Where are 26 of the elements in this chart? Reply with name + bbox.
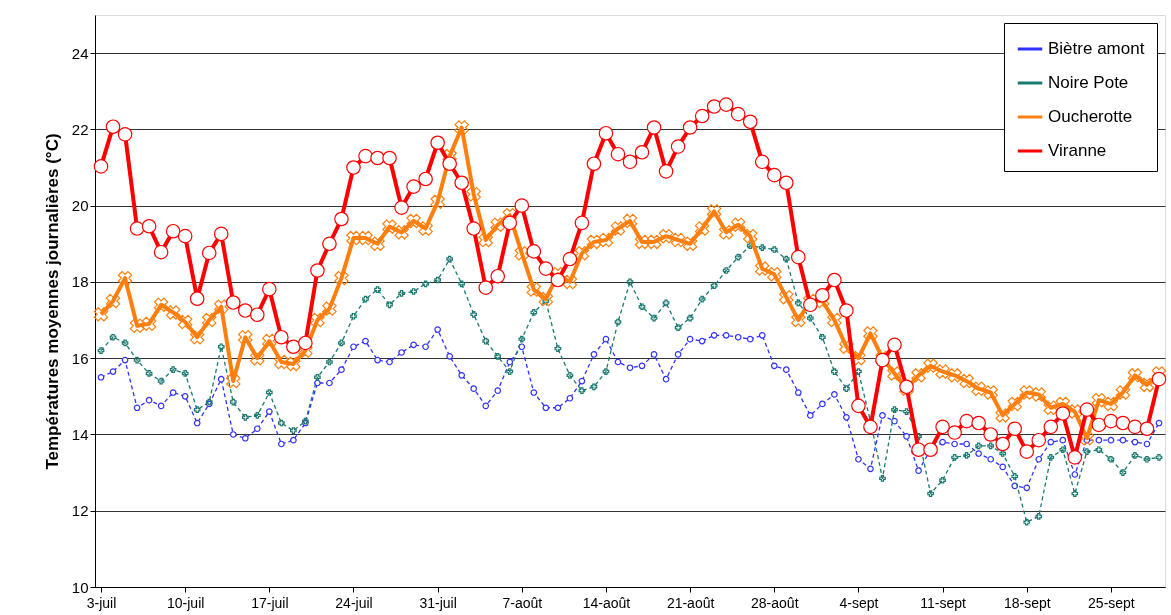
x-tick-label: 31-juil <box>419 594 457 611</box>
x-tick-label: 7-août <box>502 594 543 611</box>
x-tick-label: 14-août <box>582 594 631 611</box>
y-tick-label: 14 <box>71 425 89 443</box>
legend-label: Noire Pote <box>1048 73 1129 92</box>
y-tick-label: 22 <box>71 120 89 138</box>
y-tick-label: 20 <box>71 197 89 215</box>
x-tick-label: 24-juil <box>335 594 373 611</box>
y-tick-label: 12 <box>71 502 89 520</box>
x-tick-label: 21-août <box>666 594 715 611</box>
x-tick-label: 11-sept <box>920 594 967 611</box>
x-tick-label: 4-sept <box>839 594 879 611</box>
legend-label: Biètre amont <box>1048 39 1145 58</box>
legend-label: Viranne <box>1048 141 1107 160</box>
y-axis-title: Températures moyennes journalières (°C) <box>42 133 62 470</box>
x-tick-label: 10-juil <box>166 594 205 611</box>
x-tick-label: 18-sept <box>1003 594 1051 611</box>
x-tick-label: 3-juil <box>86 594 117 611</box>
x-tick-label: 28-août <box>751 594 799 611</box>
x-tick-label: 25-sept <box>1088 594 1135 611</box>
y-tick-label: 18 <box>71 273 89 291</box>
y-tick-label: 16 <box>71 349 89 367</box>
y-tick-label: 24 <box>71 44 89 62</box>
x-tick-label: 17-juil <box>251 594 289 611</box>
y-tick-label: 10 <box>71 578 89 596</box>
legend-label: Oucherotte <box>1048 107 1133 126</box>
